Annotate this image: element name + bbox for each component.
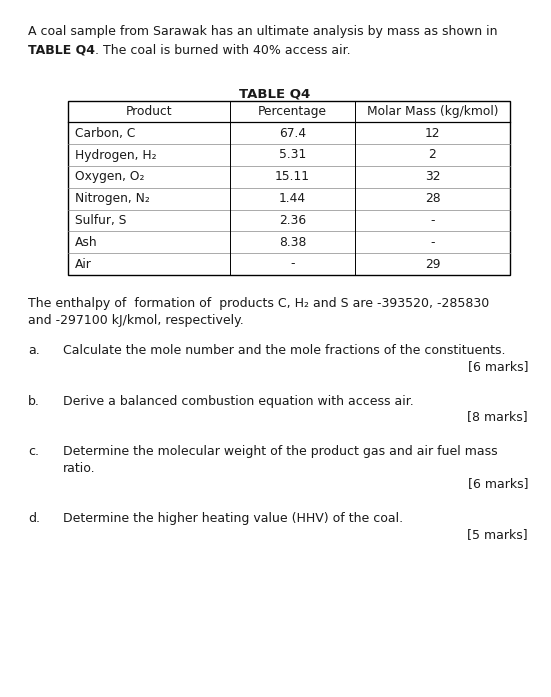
Text: A coal sample from Sarawak has an ultimate analysis by mass as shown in: A coal sample from Sarawak has an ultima… — [28, 25, 498, 38]
Text: and -297100 kJ/kmol, respectively.: and -297100 kJ/kmol, respectively. — [28, 314, 244, 328]
Text: Carbon, C: Carbon, C — [75, 127, 136, 139]
Text: 67.4: 67.4 — [279, 127, 306, 139]
Text: Determine the higher heating value (HHV) of the coal.: Determine the higher heating value (HHV)… — [63, 512, 403, 526]
Text: Calculate the mole number and the mole fractions of the constituents.: Calculate the mole number and the mole f… — [63, 344, 505, 358]
Text: 2: 2 — [429, 148, 436, 162]
Text: 8.38: 8.38 — [279, 236, 306, 249]
Text: 32: 32 — [425, 170, 440, 183]
Text: TABLE Q4: TABLE Q4 — [239, 88, 311, 100]
Text: Sulfur, S: Sulfur, S — [75, 214, 126, 227]
Text: a.: a. — [28, 344, 40, 358]
Text: Oxygen, O₂: Oxygen, O₂ — [75, 170, 144, 183]
Text: -: - — [430, 236, 435, 249]
Text: Ash: Ash — [75, 236, 98, 249]
Text: [8 marks]: [8 marks] — [467, 411, 528, 423]
Text: ratio.: ratio. — [63, 462, 96, 475]
Text: 12: 12 — [425, 127, 440, 139]
Text: TABLE Q4: TABLE Q4 — [28, 43, 95, 56]
Text: . The coal is burned with 40% access air.: . The coal is burned with 40% access air… — [95, 43, 350, 56]
Text: Derive a balanced combustion equation with access air.: Derive a balanced combustion equation wi… — [63, 395, 414, 408]
Text: [6 marks]: [6 marks] — [467, 477, 528, 491]
Text: 28: 28 — [425, 192, 440, 205]
Text: c.: c. — [28, 445, 39, 459]
Text: Hydrogen, H₂: Hydrogen, H₂ — [75, 148, 156, 162]
Text: -: - — [430, 214, 435, 227]
Text: 1.44: 1.44 — [279, 192, 306, 205]
Text: b.: b. — [28, 395, 40, 408]
Text: Percentage: Percentage — [258, 105, 327, 118]
Text: 15.11: 15.11 — [275, 170, 310, 183]
Text: -: - — [290, 257, 295, 270]
Text: Determine the molecular weight of the product gas and air fuel mass: Determine the molecular weight of the pr… — [63, 445, 498, 459]
Text: [6 marks]: [6 marks] — [467, 360, 528, 373]
Text: 29: 29 — [425, 257, 440, 270]
Bar — [68, 100, 510, 275]
Text: Product: Product — [126, 105, 172, 118]
Text: d.: d. — [28, 512, 40, 526]
Text: Nitrogen, N₂: Nitrogen, N₂ — [75, 192, 150, 205]
Text: The enthalpy of  formation of  products C, H₂ and S are -393520, -285830: The enthalpy of formation of products C,… — [28, 297, 489, 310]
Text: 5.31: 5.31 — [279, 148, 306, 162]
Text: Molar Mass (kg/kmol): Molar Mass (kg/kmol) — [367, 105, 498, 118]
Text: [5 marks]: [5 marks] — [467, 528, 528, 541]
Text: Air: Air — [75, 257, 92, 270]
Text: 2.36: 2.36 — [279, 214, 306, 227]
